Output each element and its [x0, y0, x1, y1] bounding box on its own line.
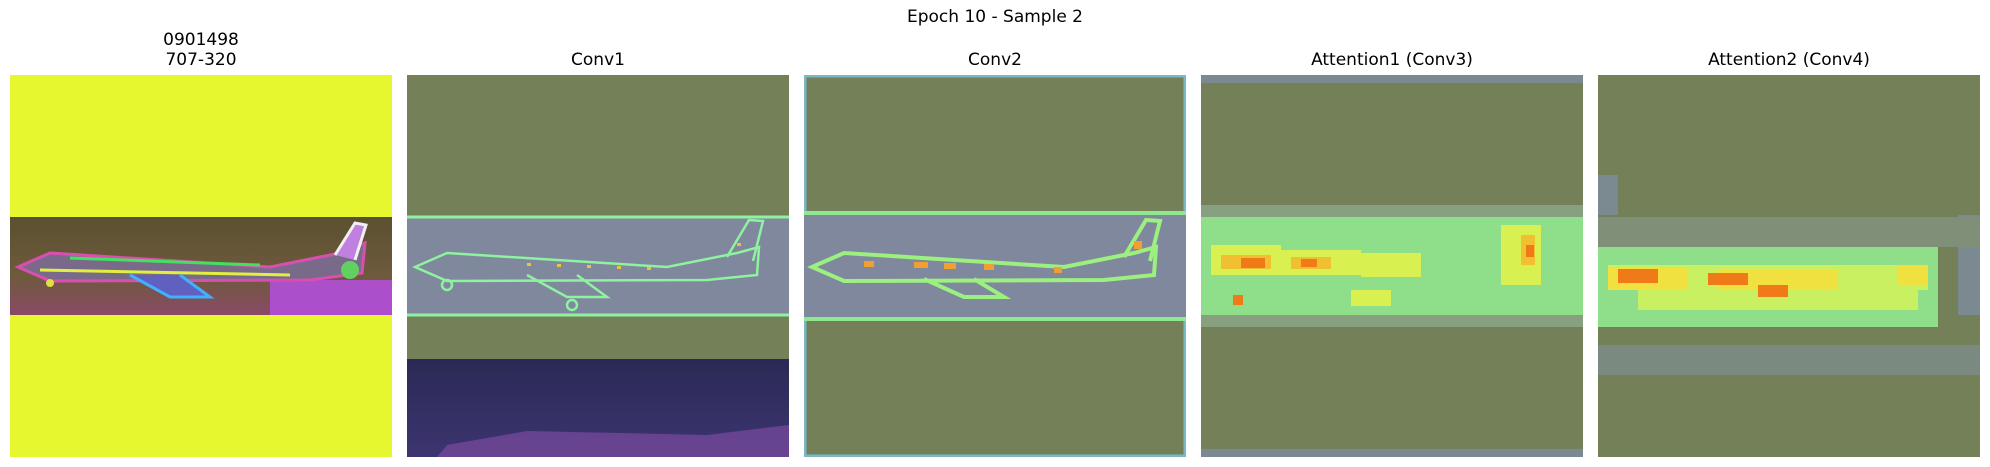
panel-title-input: 0901498 707-320 — [10, 30, 392, 70]
conv1-edge-airplane — [411, 218, 765, 312]
conv2-feature-map — [804, 75, 1186, 457]
conv1-feature-map — [407, 75, 789, 457]
conv2-image — [804, 75, 1186, 457]
conv2-edge-airplane — [807, 217, 1163, 299]
attention1-image — [1201, 75, 1583, 457]
input-image-panel — [10, 75, 392, 457]
figure-title: Epoch 10 - Sample 2 — [907, 7, 1083, 27]
panel-title-attention1: Attention1 (Conv3) — [1311, 50, 1473, 70]
attention2-heatmap — [1598, 75, 1980, 457]
aircraft-model-label: 707-320 — [165, 50, 237, 70]
attention2-image — [1598, 75, 1980, 457]
image-id-label: 0901498 — [163, 30, 239, 50]
input-image — [10, 75, 392, 457]
attention1-heatmap — [1201, 75, 1583, 457]
panel-title-attention2: Attention2 (Conv4) — [1708, 50, 1870, 70]
panel-title-conv1: Conv1 — [571, 50, 625, 70]
airplane-silhouette — [14, 221, 368, 299]
panel-title-conv2: Conv2 — [968, 50, 1022, 70]
conv1-image — [407, 75, 789, 457]
